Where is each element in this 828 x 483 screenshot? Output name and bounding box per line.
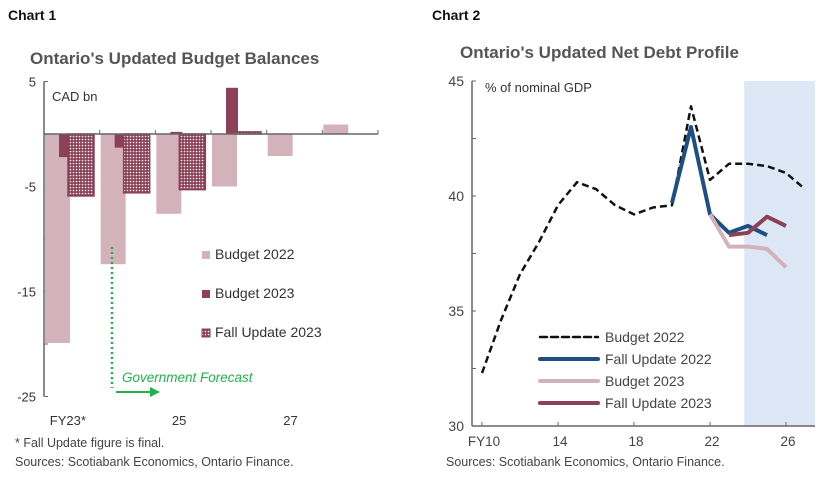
chart2-xtick-label: 14	[552, 434, 568, 449]
chart1-ytick-label: -15	[17, 285, 36, 300]
chart1-legend-label: Budget 2023	[215, 285, 295, 301]
chart2-sources: Sources: Scotiabank Economics, Ontario F…	[446, 455, 725, 469]
chart1-xtick-label: 27	[283, 413, 297, 428]
chart2-line-budget-2022	[480, 105, 806, 374]
chart1-legend-swatch	[202, 290, 210, 298]
chart1-legend-swatch	[202, 251, 210, 259]
chart1-bar-budget-2022	[212, 134, 237, 187]
chart1-bar-fall-update-2023	[67, 133, 95, 197]
chart2-ytick-label: 45	[448, 73, 464, 89]
chart2-legend-label: Fall Update 2023	[605, 395, 712, 411]
forecast-annotation: Government Forecast	[122, 370, 254, 385]
chart1-sources: Sources: Scotiabank Economics, Ontario F…	[15, 455, 294, 469]
chart1-title: Ontario's Updated Budget Balances	[30, 49, 320, 68]
chart2-xtick-label: FY10	[468, 434, 500, 449]
chart2-xtick-label: 22	[704, 434, 719, 449]
chart1-ytick-label: 5	[29, 75, 36, 90]
chart1-bar-fall-update-2023	[122, 133, 151, 194]
chart1-bar-budget-2022	[45, 134, 70, 343]
chart2-ytick-label: 40	[448, 188, 464, 204]
chart2-line-fall-update-2023	[728, 214, 787, 238]
chart2-label: Chart 2	[432, 7, 481, 23]
chart1-bar-budget-2022	[323, 124, 349, 134]
chart2-legend-label: Budget 2023	[605, 373, 685, 389]
chart2-legend-label: Budget 2022	[605, 329, 685, 345]
chart1-bar-budget-2022	[267, 134, 293, 157]
chart1-legend-label: Budget 2022	[215, 246, 295, 262]
forecast-shading	[744, 81, 815, 426]
chart1-bar-budget-2022	[156, 134, 182, 214]
chart1-label: Chart 1	[8, 7, 57, 23]
chart1-bar-budget-2023	[170, 131, 183, 134]
chart1-legend-swatch	[201, 328, 211, 338]
chart1-footnote: * Fall Update figure is final.	[15, 436, 165, 450]
chart1-bar-fall-update-2023	[178, 133, 207, 191]
chart1-legend-label: Fall Update 2023	[215, 324, 322, 340]
chart1-bar-budget-2023	[226, 87, 238, 134]
chart2-line-fall-update-2022	[670, 125, 768, 237]
chart2-legend-label: Fall Update 2022	[605, 351, 712, 367]
chart1-bar-budget-2022	[100, 134, 126, 265]
chart2-title: Ontario's Updated Net Debt Profile	[460, 43, 739, 62]
chart2-xtick-label: 18	[628, 434, 643, 449]
forecast-arrowhead-icon	[150, 387, 160, 397]
chart2-ylabel: % of nominal GDP	[485, 80, 592, 95]
chart1-ylabel: CAD bn	[52, 89, 98, 104]
chart2-ytick-label: 30	[448, 418, 464, 434]
chart2-line-budget-2023	[708, 213, 788, 269]
chart2-xtick-label: 26	[780, 434, 795, 449]
chart1-xtick-label: 25	[172, 413, 186, 428]
chart1-ytick-label: -5	[24, 180, 36, 195]
chart1-ytick-label: -25	[17, 390, 36, 405]
chart2-ytick-label: 35	[448, 303, 464, 319]
chart1-xtick-label: FY23*	[50, 413, 86, 428]
